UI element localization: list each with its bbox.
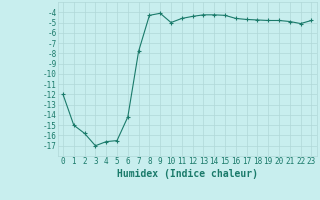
X-axis label: Humidex (Indice chaleur): Humidex (Indice chaleur) — [117, 168, 258, 179]
